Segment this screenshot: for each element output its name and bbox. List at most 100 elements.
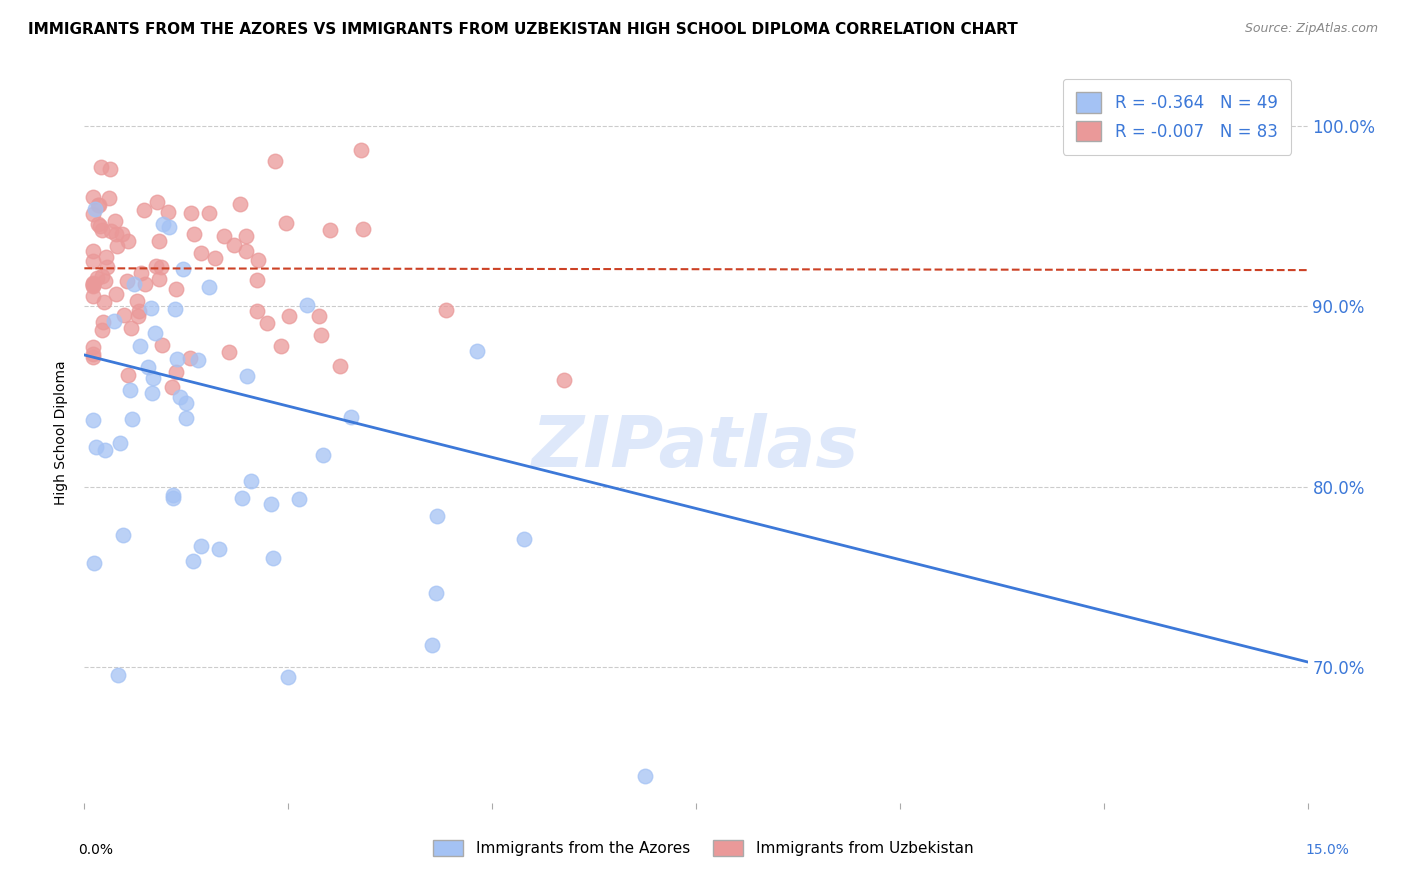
Point	[288, 492, 311, 507]
Point	[204, 251, 226, 265]
Text: 0.0%: 0.0%	[79, 843, 112, 857]
Legend: Immigrants from the Azores, Immigrants from Uzbekistan: Immigrants from the Azores, Immigrants f…	[426, 834, 980, 862]
Y-axis label: High School Diploma: High School Diploma	[55, 360, 69, 505]
Point	[103, 314, 125, 328]
Point	[120, 383, 142, 397]
Point	[91, 268, 114, 283]
Point	[352, 222, 374, 236]
Point	[100, 224, 122, 238]
Point	[633, 769, 655, 783]
Point	[277, 670, 299, 684]
Point	[148, 272, 170, 286]
Point	[157, 204, 180, 219]
Point	[108, 436, 131, 450]
Point	[128, 339, 150, 353]
Point	[295, 298, 318, 312]
Point	[179, 351, 201, 366]
Point	[235, 369, 257, 384]
Point	[319, 222, 342, 236]
Point	[513, 532, 536, 546]
Point	[94, 274, 117, 288]
Point	[98, 191, 121, 205]
Point	[134, 202, 156, 217]
Point	[82, 288, 104, 302]
Point	[142, 371, 165, 385]
Point	[152, 217, 174, 231]
Point	[152, 338, 174, 352]
Point	[312, 448, 335, 462]
Point	[163, 301, 186, 316]
Point	[340, 410, 363, 425]
Point	[111, 528, 134, 542]
Point	[197, 206, 219, 220]
Point	[208, 542, 231, 557]
Point	[169, 390, 191, 404]
Point	[83, 556, 105, 570]
Point	[82, 244, 104, 258]
Point	[82, 276, 104, 290]
Point	[107, 667, 129, 681]
Point	[190, 245, 212, 260]
Point	[82, 278, 104, 293]
Point	[190, 539, 212, 553]
Point	[82, 254, 104, 268]
Point	[128, 304, 150, 318]
Point	[104, 227, 127, 242]
Point	[82, 277, 104, 291]
Point	[98, 161, 121, 176]
Point	[117, 234, 139, 248]
Point	[104, 214, 127, 228]
Point	[274, 216, 297, 230]
Point	[111, 227, 134, 241]
Point	[90, 161, 112, 175]
Point	[162, 488, 184, 502]
Point	[247, 253, 270, 268]
Text: IMMIGRANTS FROM THE AZORES VS IMMIGRANTS FROM UZBEKISTAN HIGH SCHOOL DIPLOMA COR: IMMIGRANTS FROM THE AZORES VS IMMIGRANTS…	[28, 22, 1018, 37]
Legend: R = -0.364   N = 49, R = -0.007   N = 83: R = -0.364 N = 49, R = -0.007 N = 83	[1063, 79, 1291, 155]
Point	[166, 351, 188, 366]
Point	[91, 222, 114, 236]
Point	[121, 412, 143, 426]
Point	[82, 279, 104, 293]
Point	[91, 323, 114, 337]
Point	[425, 585, 447, 599]
Point	[141, 386, 163, 401]
Point	[93, 295, 115, 310]
Point	[420, 638, 443, 652]
Point	[165, 282, 187, 296]
Point	[112, 308, 135, 322]
Point	[198, 280, 221, 294]
Point	[96, 260, 118, 274]
Point	[131, 267, 153, 281]
Point	[278, 309, 301, 323]
Point	[94, 250, 117, 264]
Point	[87, 217, 110, 231]
Point	[229, 197, 252, 211]
Point	[235, 229, 257, 244]
Point	[180, 206, 202, 220]
Point	[143, 326, 166, 341]
Point	[141, 301, 163, 316]
Point	[87, 198, 110, 212]
Point	[157, 219, 180, 234]
Point	[181, 553, 204, 567]
Point	[136, 359, 159, 374]
Point	[222, 237, 245, 252]
Point	[172, 262, 194, 277]
Point	[187, 352, 209, 367]
Point	[231, 491, 253, 505]
Point	[270, 339, 292, 353]
Point	[434, 302, 457, 317]
Point	[84, 440, 107, 454]
Point	[145, 259, 167, 273]
Point	[240, 474, 263, 488]
Point	[94, 443, 117, 458]
Point	[82, 413, 104, 427]
Point	[127, 294, 149, 309]
Text: 15.0%: 15.0%	[1305, 843, 1350, 857]
Point	[553, 373, 575, 387]
Text: ZIPatlas: ZIPatlas	[533, 413, 859, 482]
Point	[262, 551, 284, 566]
Point	[89, 219, 111, 233]
Point	[82, 347, 104, 361]
